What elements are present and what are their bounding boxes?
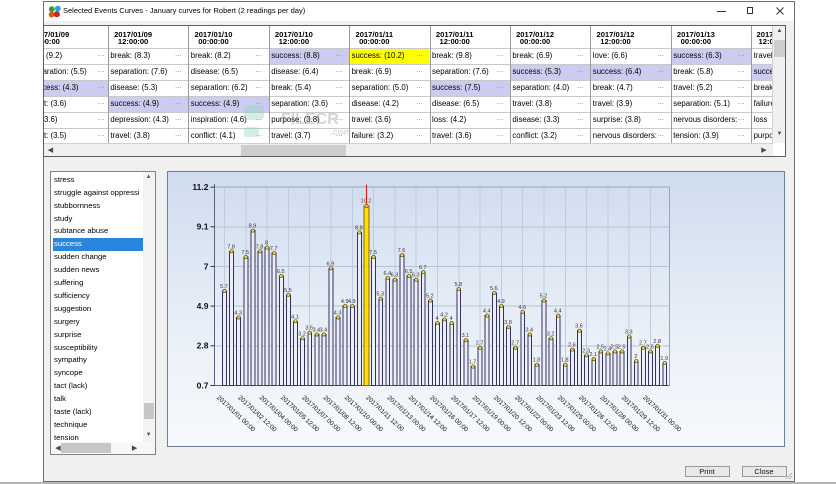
svg-text:6.4: 6.4: [383, 271, 391, 277]
svg-text:2017/01/25 00:00: 2017/01/25 00:00: [556, 394, 597, 433]
svg-text:1.9: 1.9: [660, 356, 668, 362]
svg-text:2.7: 2.7: [511, 341, 519, 347]
svg-text:2.5: 2.5: [596, 345, 604, 351]
svg-text:6.7: 6.7: [419, 265, 427, 271]
svg-text:3.2: 3.2: [298, 331, 306, 337]
svg-text:1.7: 1.7: [469, 360, 477, 366]
svg-text:7.5: 7.5: [241, 250, 249, 256]
svg-text:3.5: 3.5: [305, 326, 313, 332]
svg-text:6.5: 6.5: [405, 269, 413, 275]
svg-text:2.8: 2.8: [197, 341, 209, 351]
svg-text:2.8: 2.8: [653, 339, 661, 345]
svg-text:4: 4: [435, 316, 438, 322]
svg-text:2017/01/26 12:00: 2017/01/26 12:00: [577, 394, 618, 433]
svg-text:2.3: 2.3: [582, 348, 590, 354]
svg-text:7.6: 7.6: [398, 248, 406, 254]
svg-text:2017/01/02 12:00: 2017/01/02 12:00: [236, 394, 277, 433]
svg-text:7: 7: [204, 261, 209, 271]
svg-text:4.9: 4.9: [348, 299, 356, 305]
svg-text:2017/01/20 12:00: 2017/01/20 12:00: [492, 394, 533, 433]
svg-text:2017/01/05 12:00: 2017/01/05 12:00: [279, 394, 320, 433]
svg-text:2017/01/16 00:00: 2017/01/16 00:00: [428, 394, 469, 433]
svg-text:2017/01/07 00:00: 2017/01/07 00:00: [300, 394, 341, 433]
svg-text:3.6: 3.6: [575, 324, 583, 330]
svg-text:2017/01/11 12:00: 2017/01/11 12:00: [364, 394, 405, 433]
svg-text:3.4: 3.4: [525, 328, 533, 334]
svg-text:2017/01/31 00:00: 2017/01/31 00:00: [641, 394, 682, 433]
svg-text:2: 2: [634, 354, 637, 360]
svg-text:1.8: 1.8: [561, 358, 569, 364]
svg-text:3.8: 3.8: [504, 320, 512, 326]
svg-text:2.7: 2.7: [639, 341, 647, 347]
svg-text:4.9: 4.9: [197, 301, 209, 311]
svg-text:2017/01/13 00:00: 2017/01/13 00:00: [386, 394, 427, 433]
svg-text:4: 4: [450, 316, 453, 322]
svg-text:2017/01/17 12:00: 2017/01/17 12:00: [449, 394, 490, 433]
svg-text:2.4: 2.4: [604, 346, 612, 352]
svg-text:7.5: 7.5: [369, 250, 377, 256]
svg-text:2017/01/14 12:00: 2017/01/14 12:00: [407, 394, 448, 433]
svg-text:2017/01/28 00:00: 2017/01/28 00:00: [599, 394, 640, 433]
svg-text:3.4: 3.4: [312, 328, 320, 334]
svg-text:2017/01/29 12:00: 2017/01/29 12:00: [620, 394, 661, 433]
svg-text:4.4: 4.4: [483, 309, 491, 315]
svg-text:2.5: 2.5: [618, 345, 626, 351]
svg-text:2017/01/01 00:00: 2017/01/01 00:00: [215, 394, 256, 433]
svg-text:11.2: 11.2: [192, 182, 208, 192]
svg-text:2.5: 2.5: [611, 345, 619, 351]
svg-text:4.4: 4.4: [554, 309, 562, 315]
svg-text:2.6: 2.6: [568, 343, 576, 349]
svg-text:5.2: 5.2: [540, 294, 548, 300]
svg-text:4.3: 4.3: [234, 311, 242, 317]
svg-text:6.3: 6.3: [412, 273, 420, 279]
svg-text:0.7: 0.7: [197, 380, 209, 390]
svg-text:2017/01/10 00:00: 2017/01/10 00:00: [343, 394, 384, 433]
svg-text:3.1: 3.1: [462, 333, 470, 339]
svg-text:2017/01/19 00:00: 2017/01/19 00:00: [471, 394, 512, 433]
svg-text:5.2: 5.2: [426, 294, 434, 300]
svg-text:8.8: 8.8: [355, 225, 363, 231]
svg-text:3.2: 3.2: [547, 331, 555, 337]
svg-text:2017/01/22 00:00: 2017/01/22 00:00: [513, 394, 554, 433]
svg-text:1.8: 1.8: [533, 358, 541, 364]
svg-text:5.7: 5.7: [220, 284, 228, 290]
svg-text:3.4: 3.4: [320, 328, 328, 334]
svg-text:8.9: 8.9: [249, 224, 257, 230]
svg-text:2017/01/23 12:00: 2017/01/23 12:00: [535, 394, 576, 433]
svg-text:2017/01/04 00:00: 2017/01/04 00:00: [258, 394, 299, 433]
svg-text:7.8: 7.8: [256, 244, 264, 250]
svg-text:5.6: 5.6: [490, 286, 498, 292]
svg-text:7.8: 7.8: [227, 244, 235, 250]
svg-text:6.5: 6.5: [277, 269, 285, 275]
svg-text:5.3: 5.3: [376, 292, 384, 298]
svg-text:5.8: 5.8: [454, 282, 462, 288]
svg-text:4.3: 4.3: [334, 311, 342, 317]
svg-text:4.9: 4.9: [497, 299, 505, 305]
svg-text:5.5: 5.5: [284, 288, 292, 294]
svg-text:9.1: 9.1: [197, 222, 209, 232]
svg-text:4.6: 4.6: [518, 305, 526, 311]
svg-text:10.2: 10.2: [361, 199, 372, 205]
svg-text:2.1: 2.1: [589, 352, 597, 358]
svg-text:2017/01/08 12:00: 2017/01/08 12:00: [322, 394, 363, 433]
svg-text:8: 8: [265, 241, 268, 247]
svg-text:3.3: 3.3: [625, 329, 633, 335]
svg-text:4.2: 4.2: [440, 312, 448, 318]
svg-text:7.7: 7.7: [270, 246, 278, 252]
svg-text:6.9: 6.9: [327, 261, 335, 267]
svg-text:2.7: 2.7: [476, 341, 484, 347]
svg-text:4.1: 4.1: [291, 314, 299, 320]
svg-text:2.5: 2.5: [646, 345, 654, 351]
svg-text:4.9: 4.9: [341, 299, 349, 305]
svg-text:6.3: 6.3: [391, 273, 399, 279]
